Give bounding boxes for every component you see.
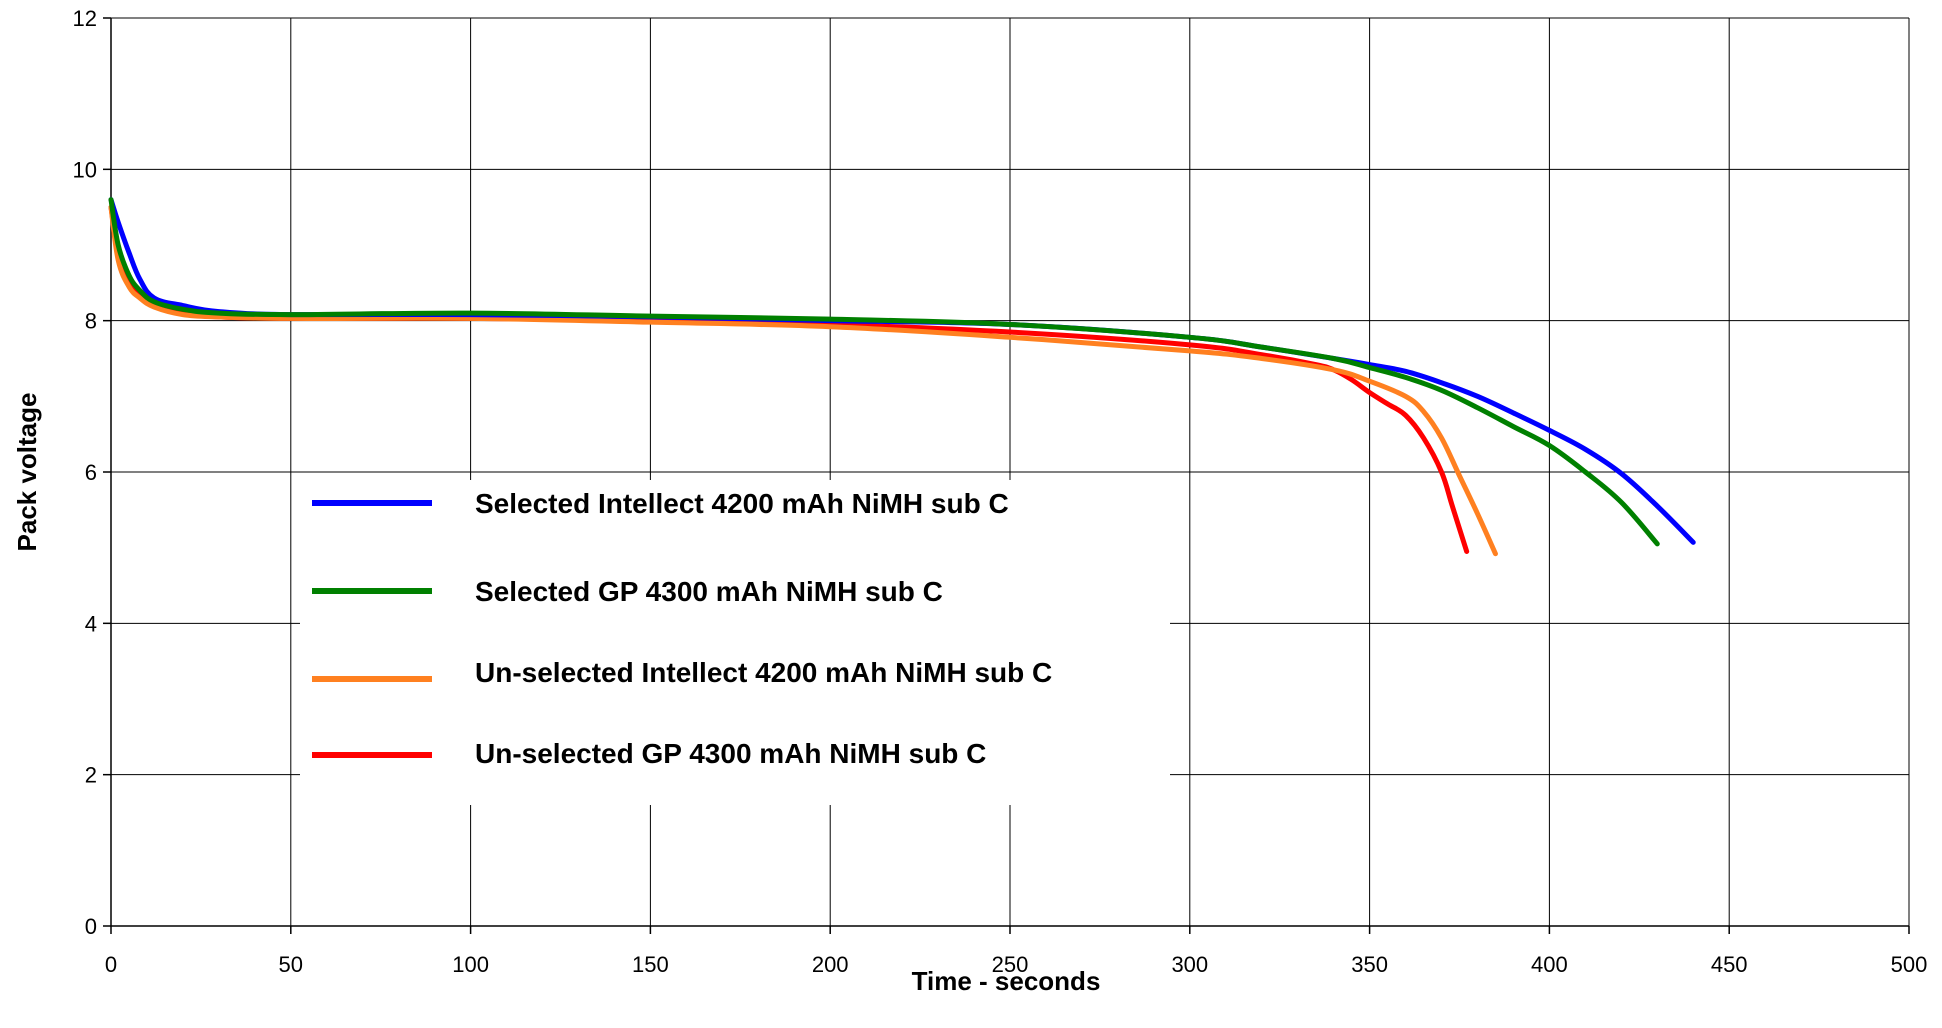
legend-entry-selected-intellect: Selected Intellect 4200 mAh NiMH sub C xyxy=(312,488,1009,519)
legend-label: Selected GP 4300 mAh NiMH sub C xyxy=(475,576,943,607)
x-tick-label: 150 xyxy=(632,952,669,977)
tick-labels: 0 2 4 6 8 10 12 0 50 100 150 200 250 300 350 400 450 500 xyxy=(73,6,1928,977)
legend-label: Un-selected GP 4300 mAh NiMH sub C xyxy=(475,738,986,769)
x-tick-label: 300 xyxy=(1171,952,1208,977)
x-tick-label: 250 xyxy=(992,952,1029,977)
x-axis-title: Time - seconds xyxy=(912,966,1101,996)
y-tick-label: 6 xyxy=(85,460,97,485)
x-tick-label: 400 xyxy=(1531,952,1568,977)
y-tick-label: 4 xyxy=(85,611,97,636)
y-tick-label: 8 xyxy=(85,309,97,334)
x-tick-label: 500 xyxy=(1891,952,1928,977)
x-tick-label: 50 xyxy=(279,952,303,977)
legend-entry-selected-gp: Selected GP 4300 mAh NiMH sub C xyxy=(312,576,943,607)
x-tick-label: 350 xyxy=(1351,952,1388,977)
y-axis-title: Pack voltage xyxy=(12,393,42,552)
legend: Selected Intellect 4200 mAh NiMH sub C S… xyxy=(300,480,1170,805)
y-tick-label: 10 xyxy=(73,157,97,182)
axes xyxy=(103,17,1910,934)
legend-label: Un-selected Intellect 4200 mAh NiMH sub … xyxy=(475,657,1052,688)
legend-label: Selected Intellect 4200 mAh NiMH sub C xyxy=(475,488,1009,519)
legend-background xyxy=(300,480,1170,805)
x-tick-label: 0 xyxy=(105,952,117,977)
y-tick-label: 0 xyxy=(85,914,97,939)
series-line-selected-gp xyxy=(108,197,1660,547)
x-tick-label: 450 xyxy=(1711,952,1748,977)
y-tick-label: 12 xyxy=(73,6,97,31)
x-tick-label: 100 xyxy=(452,952,489,977)
x-tick-label: 200 xyxy=(812,952,849,977)
y-tick-label: 2 xyxy=(85,763,97,788)
series-lines xyxy=(108,197,1696,557)
legend-entry-unselected-intellect: Un-selected Intellect 4200 mAh NiMH sub … xyxy=(312,657,1052,688)
grid xyxy=(111,17,1910,926)
series-line-unselected-intellect xyxy=(108,204,1498,557)
legend-entry-unselected-gp: Un-selected GP 4300 mAh NiMH sub C xyxy=(312,738,986,769)
